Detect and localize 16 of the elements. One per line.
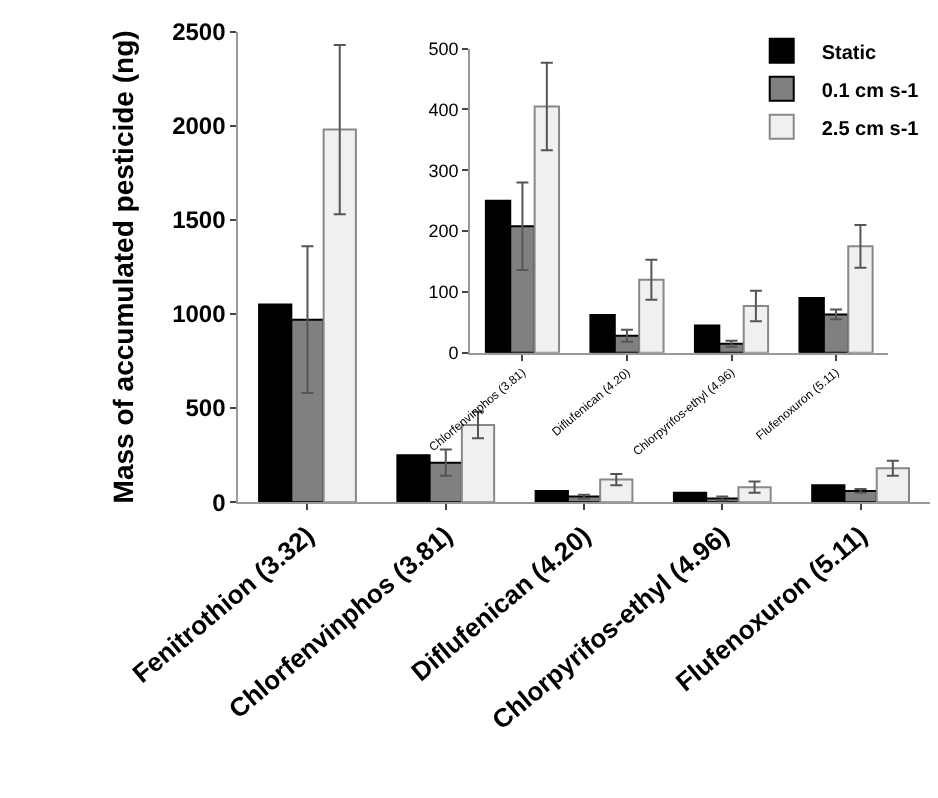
y-tick-label: 200 [428,221,459,242]
y-tick-label: 400 [428,99,459,120]
y-tick-label: 500 [428,38,459,59]
y-tick-label: 2500 [172,18,227,47]
y-tick-label: 500 [185,394,227,423]
y-tick-label: 0 [448,343,459,364]
y-tick-label: 1500 [172,206,227,235]
legend-label: Static [821,42,878,65]
legend-label: 0.1 cm s-1 [821,80,920,103]
legend-label: 2.5 cm s-1 [821,118,920,141]
y-tick-label: 1000 [172,300,227,329]
y-tick-label: 100 [428,282,459,303]
y-axis-title: Mass of accumulated pesticide (ng) [107,30,140,504]
y-tick-label: 300 [428,160,459,181]
y-tick-label: 2000 [172,112,227,141]
y-tick-label: 0 [212,488,227,517]
